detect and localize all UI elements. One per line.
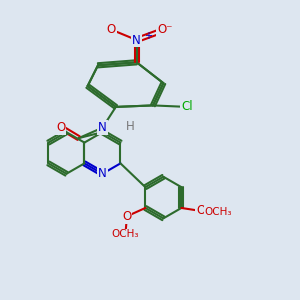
Text: +: + — [145, 31, 152, 40]
Text: Cl: Cl — [181, 100, 193, 113]
Text: H: H — [126, 120, 135, 133]
Text: O: O — [107, 23, 116, 36]
Text: O: O — [122, 210, 132, 223]
Text: O: O — [56, 121, 65, 134]
Text: N: N — [132, 34, 141, 46]
Text: N: N — [98, 121, 107, 134]
Text: OCH₃: OCH₃ — [112, 229, 139, 239]
Text: N: N — [98, 167, 107, 180]
Text: O: O — [196, 204, 205, 218]
Text: OCH₃: OCH₃ — [204, 206, 232, 217]
Text: O⁻: O⁻ — [157, 23, 172, 36]
